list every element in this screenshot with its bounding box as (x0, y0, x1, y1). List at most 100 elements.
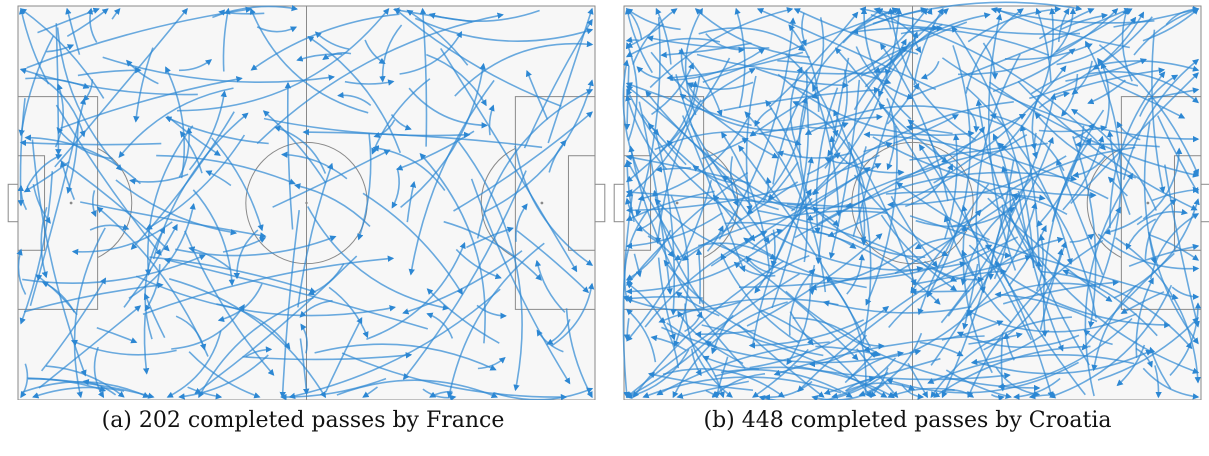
pass-arrow (307, 263, 345, 296)
panel-b: (b) 448 completed passes by Croatia (606, 0, 1209, 456)
pass-arrow (1061, 73, 1079, 117)
pass-arrow (800, 12, 807, 47)
pass-arrow (245, 346, 273, 358)
pass-arrow (299, 338, 310, 396)
penalty-spot-left (675, 201, 679, 205)
pass-arrow (804, 105, 1004, 136)
pass-arrow (791, 85, 819, 100)
pass-arrow (371, 78, 431, 155)
pass-arrow (917, 183, 990, 316)
pass-arrow (994, 291, 1098, 323)
pass-arrow (751, 188, 812, 347)
pass-arrow (792, 317, 871, 353)
pass-arrow (896, 182, 990, 241)
pass-arrow (622, 193, 634, 399)
pass-arrow (60, 76, 243, 129)
caption-b-label: (b) (703, 408, 735, 433)
pass-arrow (179, 130, 203, 174)
pass-arrow (625, 94, 668, 171)
pass-arrow (242, 352, 413, 361)
pass-arrow (827, 70, 848, 157)
pass-arrow (408, 79, 495, 276)
pass-arrow (152, 112, 249, 260)
pass-arrow (625, 297, 741, 312)
pass-arrow (66, 8, 109, 37)
pass-arrow (710, 163, 882, 267)
pass-arrow (625, 189, 890, 211)
pass-arrow (205, 170, 232, 187)
pass-arrow (18, 35, 55, 137)
pass-arrow (1144, 198, 1177, 260)
pass-arrow (694, 329, 755, 338)
pass-arrow (20, 363, 29, 399)
pass-arrow (1001, 165, 1090, 366)
pass-arrow (692, 165, 733, 184)
pass-arrow (770, 232, 967, 271)
pass-arrow (886, 82, 920, 125)
pass-arrow (126, 59, 159, 85)
pass-arrow (198, 296, 314, 399)
pass-arrow (168, 278, 326, 399)
pass-arrow (59, 159, 170, 252)
pass-arrow (622, 59, 640, 173)
caption-a-text: 202 completed passes by France (138, 408, 505, 433)
pass-arrow (997, 317, 1133, 390)
pass-arrow (194, 255, 358, 395)
pass-arrow (678, 49, 723, 117)
pass-arrow (1171, 286, 1200, 300)
pass-arrow (115, 179, 238, 236)
pass-arrow (71, 221, 173, 256)
pass-arrow (402, 250, 523, 315)
pass-arrows (16, 4, 595, 400)
pass-arrow (1128, 243, 1200, 268)
pass-arrow (844, 351, 877, 384)
pass-arrow (55, 104, 162, 256)
pass-arrow (812, 206, 926, 258)
pass-arrow (1072, 155, 1106, 178)
pass-arrow (777, 73, 975, 137)
pass-arrow (623, 318, 631, 341)
pass-arrow (863, 131, 1109, 200)
pass-arrow (394, 8, 562, 107)
pass-arrow (625, 57, 731, 183)
pass-arrow (626, 154, 880, 214)
pass-arrow (46, 44, 75, 53)
pass-arrow (293, 183, 371, 227)
pass-arrow (65, 7, 81, 55)
pass-arrow (625, 42, 638, 141)
pass-arrow (1081, 252, 1175, 351)
pass-arrow (419, 7, 428, 147)
pass-arrow (1060, 12, 1109, 31)
pass-arrow (718, 17, 796, 240)
pass-arrow (968, 244, 1171, 329)
pass-arrow (746, 233, 883, 327)
pass-arrow (829, 135, 848, 164)
pass-arrow (145, 125, 194, 276)
pass-arrow (218, 9, 265, 16)
pass-arrow (59, 160, 76, 200)
pass-arrow (706, 225, 724, 252)
pass-arrow (426, 312, 454, 339)
pass-arrow (262, 110, 327, 184)
panel-a: (a) 202 completed passes by France (7, 4, 606, 433)
pass-arrow (670, 195, 690, 348)
pass-arrow (886, 98, 896, 171)
pitch-b (613, 1, 1209, 400)
pass-arrow (440, 47, 578, 273)
pass-arrow (905, 163, 953, 208)
pass-arrow (872, 1, 1083, 25)
pass-arrow (947, 236, 1064, 317)
pass-arrow (35, 73, 86, 138)
pass-arrow (961, 204, 979, 243)
pass-arrow (23, 282, 164, 313)
pass-arrow (625, 8, 681, 31)
pass-arrow (26, 6, 253, 69)
pass-arrow (211, 137, 264, 232)
pass-arrow (626, 308, 657, 363)
pass-arrow (476, 304, 507, 320)
pass-arrow (705, 33, 745, 54)
pass-arrow (852, 31, 919, 237)
pass-arrow (144, 226, 166, 340)
goal-right (1200, 183, 1209, 223)
pass-arrow (66, 120, 79, 194)
